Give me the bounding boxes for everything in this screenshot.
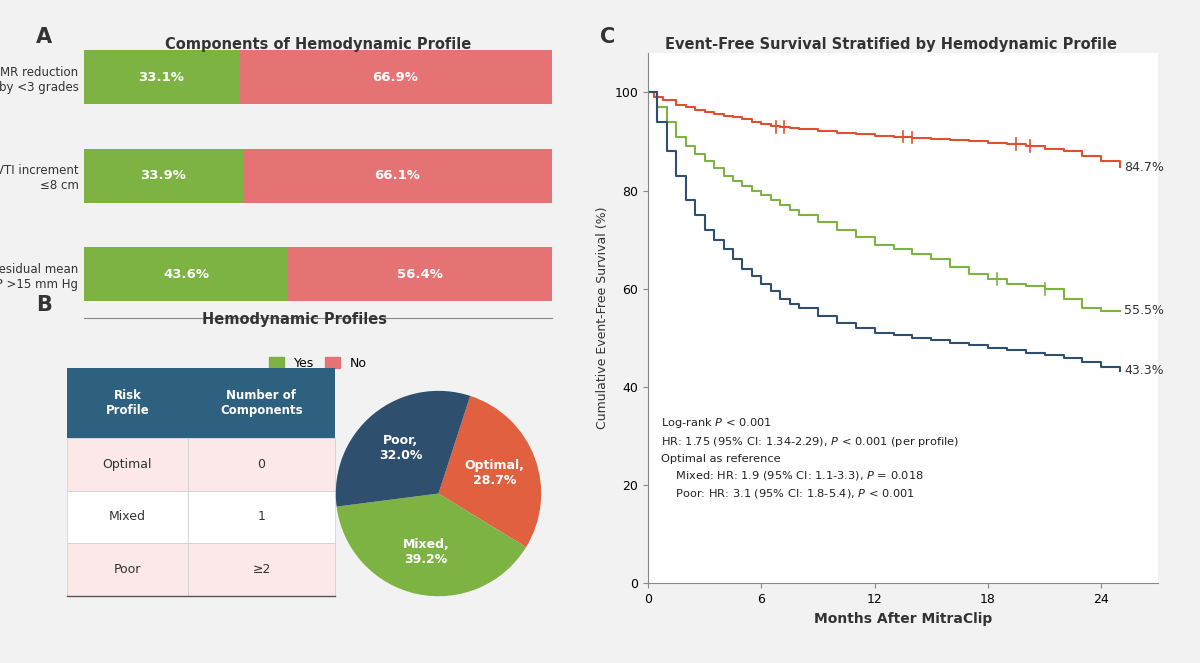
Bar bbox=[84, 247, 288, 301]
Bar bbox=[187, 543, 335, 595]
Wedge shape bbox=[337, 493, 526, 596]
Text: Log-rank $P$ < 0.001
HR: 1.75 (95% CI: 1.34-2.29), $P$ < 0.001 (per profile)
Opt: Log-rank $P$ < 0.001 HR: 1.75 (95% CI: 1… bbox=[661, 416, 959, 500]
Text: 0: 0 bbox=[258, 458, 265, 471]
Bar bbox=[187, 438, 335, 491]
Text: ≥2: ≥2 bbox=[252, 563, 271, 576]
Text: Mixed: Mixed bbox=[109, 511, 146, 523]
Text: A: A bbox=[36, 27, 52, 46]
X-axis label: Months After MitraClip: Months After MitraClip bbox=[814, 612, 992, 626]
Legend: Yes, No: Yes, No bbox=[264, 351, 372, 375]
Bar bbox=[242, 149, 552, 203]
Text: C: C bbox=[600, 27, 616, 46]
Bar bbox=[187, 368, 335, 438]
Text: Risk
Profile: Risk Profile bbox=[106, 389, 149, 417]
Text: Poor,
32.0%: Poor, 32.0% bbox=[379, 434, 422, 461]
Text: 56.4%: 56.4% bbox=[397, 267, 443, 280]
Bar bbox=[239, 50, 552, 104]
Text: 33.1%: 33.1% bbox=[138, 71, 185, 84]
Bar bbox=[67, 543, 187, 595]
Text: 43.3%: 43.3% bbox=[1124, 364, 1164, 377]
Text: Optimal,
28.7%: Optimal, 28.7% bbox=[464, 459, 524, 487]
Text: 1: 1 bbox=[258, 511, 265, 523]
Text: 84.7%: 84.7% bbox=[1124, 161, 1164, 174]
Y-axis label: Cumulative Event-Free Survival (%): Cumulative Event-Free Survival (%) bbox=[596, 207, 608, 430]
Text: Hemodynamic Profiles: Hemodynamic Profiles bbox=[202, 312, 386, 328]
Bar bbox=[67, 438, 187, 491]
Text: Poor: Poor bbox=[114, 563, 142, 576]
Text: Mixed,
39.2%: Mixed, 39.2% bbox=[403, 538, 450, 566]
Text: 43.6%: 43.6% bbox=[163, 267, 209, 280]
Bar bbox=[84, 50, 239, 104]
Bar bbox=[187, 491, 335, 543]
Text: B: B bbox=[36, 295, 52, 315]
Text: 33.9%: 33.9% bbox=[140, 169, 186, 182]
Text: Number of
Components: Number of Components bbox=[220, 389, 302, 417]
Bar bbox=[84, 149, 242, 203]
Text: 55.5%: 55.5% bbox=[1124, 304, 1164, 318]
Text: Event-Free Survival Stratified by Hemodynamic Profile: Event-Free Survival Stratified by Hemody… bbox=[665, 37, 1117, 52]
Text: Components of Hemodynamic Profile: Components of Hemodynamic Profile bbox=[164, 37, 472, 52]
Bar bbox=[67, 368, 187, 438]
Bar bbox=[67, 491, 187, 543]
Text: 66.1%: 66.1% bbox=[374, 169, 420, 182]
Text: Optimal: Optimal bbox=[102, 458, 152, 471]
Wedge shape bbox=[336, 391, 470, 507]
Bar bbox=[288, 247, 552, 301]
Wedge shape bbox=[438, 396, 541, 547]
Text: 66.9%: 66.9% bbox=[372, 71, 419, 84]
